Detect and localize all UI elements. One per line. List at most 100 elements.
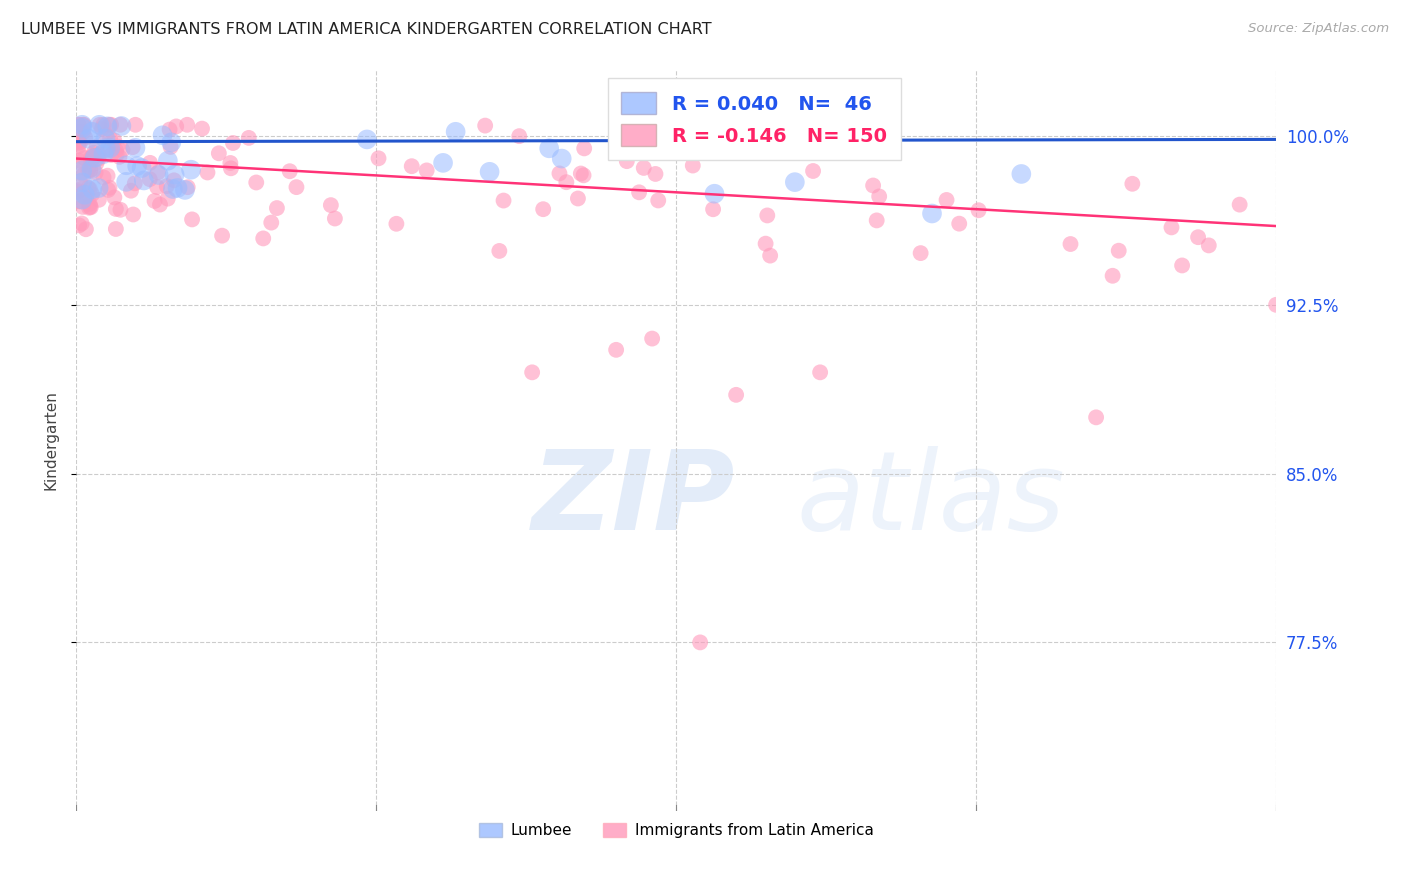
Point <box>73 118 96 132</box>
Point <box>759 249 782 263</box>
Point <box>89 118 111 132</box>
Point <box>80 200 103 214</box>
Point <box>197 165 219 179</box>
Point <box>67 153 90 168</box>
Point <box>67 146 90 161</box>
Point <box>111 143 134 157</box>
Point <box>75 191 97 205</box>
Point <box>82 182 104 196</box>
Point <box>97 169 120 183</box>
Point <box>143 194 166 208</box>
Point <box>1229 197 1251 211</box>
Point <box>756 209 779 223</box>
Point <box>551 152 574 166</box>
Point <box>866 138 889 153</box>
Point <box>146 165 169 179</box>
Point <box>180 162 202 177</box>
Point <box>87 152 110 166</box>
Point <box>689 635 711 649</box>
Point <box>121 140 143 154</box>
Point <box>67 183 90 197</box>
Point <box>79 199 101 213</box>
Point <box>868 189 890 203</box>
Point <box>148 168 170 182</box>
Point <box>165 120 187 134</box>
Point <box>77 181 100 195</box>
Point <box>69 124 91 138</box>
Point <box>115 158 138 172</box>
Y-axis label: Kindergarten: Kindergarten <box>44 390 58 490</box>
Point <box>1171 259 1194 273</box>
Point <box>70 163 93 178</box>
Point <box>1085 410 1108 425</box>
Point <box>83 145 105 160</box>
Point <box>444 125 467 139</box>
Point <box>1059 237 1081 252</box>
Point <box>86 156 108 170</box>
Point <box>67 185 90 199</box>
Point <box>176 118 198 132</box>
Point <box>166 181 188 195</box>
Point <box>1108 244 1130 258</box>
Point <box>91 118 114 132</box>
Point <box>162 182 184 196</box>
Point <box>124 177 146 191</box>
Point <box>401 159 423 173</box>
Point <box>67 118 90 132</box>
Point <box>866 213 889 227</box>
Point <box>159 122 181 136</box>
Point <box>79 197 101 211</box>
Point <box>492 194 515 208</box>
Point <box>191 121 214 136</box>
Point <box>80 187 103 202</box>
Point <box>72 200 94 214</box>
Point <box>808 365 831 379</box>
Point <box>935 193 957 207</box>
Point <box>70 217 93 231</box>
Point <box>159 140 181 154</box>
Point <box>783 175 806 189</box>
Point <box>89 118 111 132</box>
Point <box>633 161 655 175</box>
Point <box>520 365 543 379</box>
Point <box>98 118 121 132</box>
Point <box>139 172 162 186</box>
Point <box>1187 230 1209 244</box>
Point <box>432 156 454 170</box>
Point <box>103 133 125 147</box>
Point <box>80 151 103 165</box>
Point <box>69 161 91 175</box>
Point <box>682 159 704 173</box>
Point <box>921 206 943 220</box>
Point <box>67 184 90 198</box>
Point <box>508 129 530 144</box>
Point <box>211 228 233 243</box>
Point <box>67 118 90 132</box>
Point <box>1101 268 1123 283</box>
Point <box>93 147 115 161</box>
Point <box>86 139 108 153</box>
Text: LUMBEE VS IMMIGRANTS FROM LATIN AMERICA KINDERGARTEN CORRELATION CHART: LUMBEE VS IMMIGRANTS FROM LATIN AMERICA … <box>21 22 711 37</box>
Point <box>79 163 101 178</box>
Point <box>415 163 437 178</box>
Point <box>728 141 751 155</box>
Point <box>87 181 110 195</box>
Point <box>70 175 93 189</box>
Point <box>641 332 664 346</box>
Point <box>94 141 117 155</box>
Point <box>70 193 93 207</box>
Point <box>1010 167 1032 181</box>
Point <box>131 161 153 175</box>
Point <box>97 183 120 197</box>
Point <box>82 148 104 162</box>
Point <box>474 119 496 133</box>
Point <box>94 128 117 142</box>
Point <box>755 236 778 251</box>
Point <box>910 246 932 260</box>
Point <box>702 202 724 217</box>
Point <box>67 136 90 150</box>
Point <box>605 343 627 357</box>
Point <box>79 163 101 178</box>
Point <box>139 156 162 170</box>
Point <box>356 132 378 146</box>
